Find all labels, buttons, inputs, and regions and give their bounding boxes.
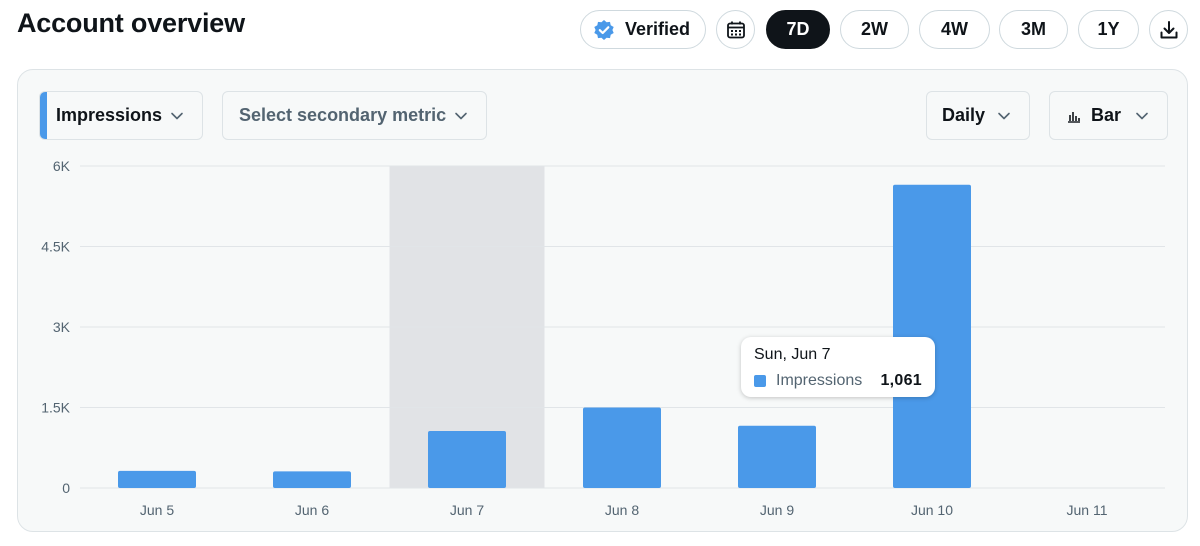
x-tick-label: Jun 10 [911, 502, 953, 518]
secondary-metric-placeholder: Select secondary metric [239, 105, 447, 125]
bar [428, 431, 506, 488]
y-tick-label: 4.5K [41, 239, 70, 255]
chart-type-label: Bar [1091, 105, 1122, 125]
range-3m-button[interactable]: 3M [999, 10, 1068, 49]
chevron-down-icon [998, 112, 1010, 119]
chevron-down-icon [1136, 112, 1148, 119]
y-tick-label: 6K [53, 158, 71, 174]
bar [738, 425, 816, 488]
interval-dropdown[interactable]: Daily [926, 91, 1030, 140]
chart-type-dropdown[interactable]: Bar [1049, 91, 1168, 140]
x-tick-label: Jun 6 [295, 502, 329, 518]
range-1y-button[interactable]: 1Y [1078, 10, 1139, 49]
tooltip-metric-value: 1,061 [880, 372, 922, 389]
x-tick-label: Jun 5 [140, 502, 174, 518]
primary-metric-dropdown[interactable]: Impressions [39, 91, 203, 140]
chevron-down-icon [171, 112, 183, 119]
tooltip-date: Sun, Jun 7 [754, 346, 831, 363]
y-tick-label: 3K [53, 319, 71, 335]
verified-badge-icon [594, 19, 614, 40]
x-tick-label: Jun 8 [605, 502, 639, 518]
tooltip-metric-label: Impressions [776, 372, 863, 389]
bar [583, 407, 661, 488]
range-2w-button[interactable]: 2W [840, 10, 909, 49]
y-tick-label: 1.5K [41, 400, 70, 416]
bar [893, 184, 971, 489]
bar [273, 471, 351, 488]
x-tick-label: Jun 7 [450, 502, 484, 518]
interval-label: Daily [942, 105, 986, 125]
chevron-down-icon [455, 112, 467, 119]
range-7d-button[interactable]: 7D [766, 10, 830, 49]
download-icon [1160, 20, 1177, 38]
verified-button[interactable]: Verified [580, 10, 706, 49]
x-tick-label: Jun 11 [1067, 502, 1108, 518]
bar [118, 470, 196, 488]
y-tick-label: 0 [62, 480, 70, 496]
download-button[interactable] [1149, 10, 1188, 49]
secondary-metric-dropdown[interactable]: Select secondary metric [222, 91, 487, 140]
verified-label: Verified [625, 19, 691, 39]
page-title: Account overview [17, 8, 245, 38]
calendar-icon [726, 21, 745, 38]
x-tick-label: Jun 9 [760, 502, 794, 518]
primary-metric-label: Impressions [56, 105, 163, 125]
bar-chart-icon [1068, 111, 1080, 123]
tooltip-series-swatch [754, 375, 766, 387]
calendar-button[interactable] [716, 10, 755, 49]
range-4w-button[interactable]: 4W [919, 10, 990, 49]
chart-tooltip: Sun, Jun 7 Impressions 1,061 [741, 337, 935, 397]
